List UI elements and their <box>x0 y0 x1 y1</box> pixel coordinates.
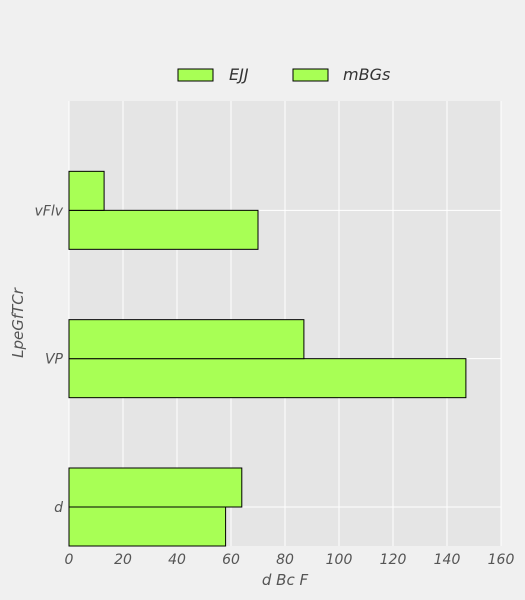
x-tick-label: 160 <box>488 552 515 568</box>
legend: EJJ mBGs <box>177 65 390 84</box>
y-axis-label: LpeGfTCr <box>9 287 27 358</box>
x-tick-label: 80 <box>276 552 294 568</box>
x-axis-ticks: 0 20 40 60 80 100 120 140 160 <box>65 552 515 568</box>
bar-ejj-vp <box>68 358 467 399</box>
legend-label-ejj: EJJ <box>229 65 249 84</box>
x-tick-label: 0 <box>65 552 74 568</box>
x-tick-label: 100 <box>326 552 353 568</box>
bar-mbgs-vflv <box>68 170 105 211</box>
y-tick-label: VP <box>45 352 64 368</box>
x-tick-label: 40 <box>168 552 186 568</box>
x-tick-label: 140 <box>434 552 461 568</box>
bar-ejj-vflv <box>68 209 259 250</box>
bar-mbgs-vp <box>68 319 305 360</box>
bar-ejj-d <box>68 506 227 547</box>
x-tick-label: 20 <box>114 552 132 568</box>
x-axis-label: d Bc F <box>262 571 309 589</box>
bar-mbgs-d <box>68 467 243 508</box>
y-axis-ticks: d VP vFlv <box>34 203 63 516</box>
y-tick-label: vFlv <box>34 203 63 219</box>
legend-swatch-ejj <box>177 68 214 82</box>
legend-swatch-mbgs <box>292 68 329 82</box>
legend-label-mbgs: mBGs <box>343 65 390 84</box>
y-tick-label: d <box>54 500 63 516</box>
x-tick-label: 60 <box>222 552 240 568</box>
x-tick-label: 120 <box>380 552 407 568</box>
bars <box>68 170 467 547</box>
